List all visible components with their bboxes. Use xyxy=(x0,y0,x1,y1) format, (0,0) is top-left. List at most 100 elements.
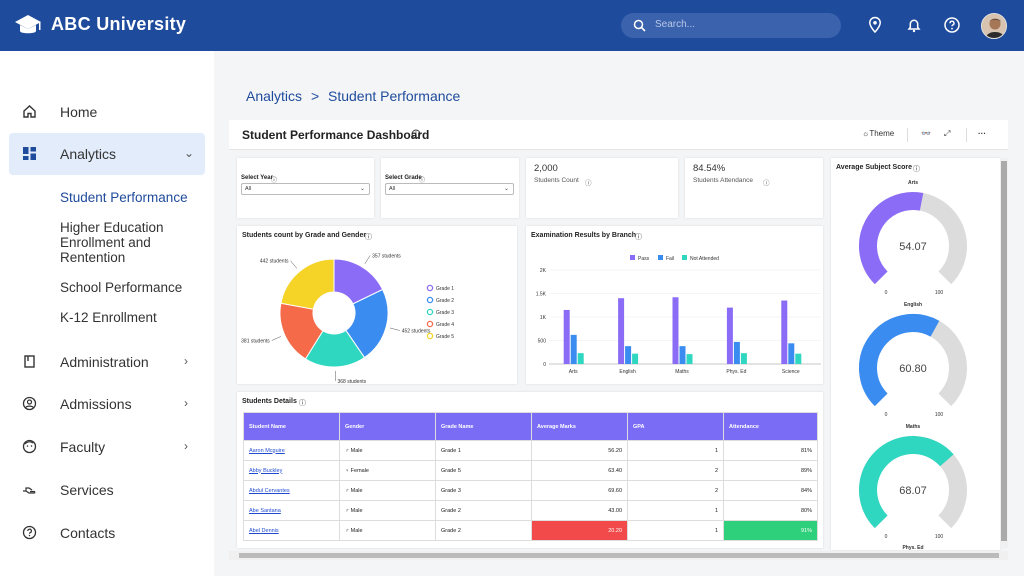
sidebar-item-admissions[interactable]: Admissions › xyxy=(0,383,214,425)
chevron-right-icon: › xyxy=(184,396,188,410)
male-icon: ♂ xyxy=(345,527,351,534)
student-name-link[interactable]: Abe Santana xyxy=(249,507,281,514)
attendance-cell: 91% xyxy=(723,520,818,541)
gender-cell: Male xyxy=(350,527,363,534)
breadcrumb-current: Student Performance xyxy=(328,88,461,104)
sidebar-item-administration[interactable]: Administration › xyxy=(0,341,214,383)
bar xyxy=(625,346,632,364)
pie-data-label: 357 students xyxy=(372,253,401,259)
gauge-title: English xyxy=(904,302,922,308)
help-icon[interactable] xyxy=(943,16,961,34)
sidebar-item-home[interactable]: Home xyxy=(0,91,214,133)
marks-cell: 69.60 xyxy=(531,480,628,501)
kpi-label: Students Attendance xyxy=(693,177,753,184)
glasses-icon[interactable]: 👓 xyxy=(921,129,931,138)
sidebar-item-services[interactable]: Services xyxy=(0,469,214,511)
app-header: ABC University Search... xyxy=(0,0,1024,51)
info-icon: ⓘ xyxy=(913,166,920,173)
vertical-scrollbar[interactable] xyxy=(1000,158,1008,548)
grade-select-value: All xyxy=(389,186,396,192)
bar xyxy=(788,343,795,364)
attendance-cell: 81% xyxy=(723,440,818,461)
more-options-button[interactable]: ··· xyxy=(978,129,986,138)
sun-icon: ☼ xyxy=(862,129,870,138)
graduation-cap-icon xyxy=(15,15,41,34)
marks-cell: 63.40 xyxy=(531,460,628,481)
student-name-link[interactable]: Abby Buckley xyxy=(249,467,283,474)
face-icon xyxy=(22,439,37,454)
gpa-cell: 2 xyxy=(627,460,724,481)
kpi-students-attendance: 84.54% Students Attendance ⓘ xyxy=(685,158,823,218)
column-header[interactable]: Average Marks xyxy=(531,412,628,441)
gpa-cell: 1 xyxy=(627,500,724,521)
gpa-cell: 1 xyxy=(627,440,724,461)
location-pin-icon[interactable] xyxy=(866,16,884,34)
column-header[interactable]: GPA xyxy=(627,412,724,441)
search-input[interactable]: Search... xyxy=(621,13,841,38)
legend-marker xyxy=(658,255,663,260)
sidebar-item-label: Administration xyxy=(60,354,149,370)
grade-select[interactable]: All ⌄ xyxy=(385,183,514,195)
column-header[interactable]: Attendance xyxy=(723,412,818,441)
gauge-min: 0 xyxy=(885,534,888,540)
sidebar-item-analytics[interactable]: Analytics ⌄ xyxy=(9,133,205,175)
subnav-school-performance[interactable]: School Performance xyxy=(60,280,183,295)
expand-icon[interactable]: ⤢ xyxy=(944,129,951,138)
pie-slice xyxy=(280,258,335,310)
subnav-k12-enrollment[interactable]: K-12 Enrollment xyxy=(60,310,157,325)
gauge-max: 100 xyxy=(935,534,944,540)
subnav-student-performance[interactable]: Student Performance xyxy=(60,190,188,205)
grade-cell: Grade 2 xyxy=(435,500,532,521)
legend-marker xyxy=(682,255,687,260)
theme-button[interactable]: ☼Theme xyxy=(862,129,894,138)
grade-cell: Grade 2 xyxy=(435,520,532,541)
column-header[interactable]: Gender xyxy=(339,412,436,441)
legend-label: Grade 4 xyxy=(436,322,454,328)
breadcrumb-separator: > xyxy=(311,88,320,104)
bell-icon[interactable] xyxy=(905,16,923,34)
year-select[interactable]: All ⌄ xyxy=(241,183,370,195)
marks-cell: 56.20 xyxy=(531,440,628,461)
bar xyxy=(679,346,686,364)
gender-cell: Male xyxy=(350,507,363,514)
bar xyxy=(577,353,584,364)
student-name-link[interactable]: Abdul Cervantes xyxy=(249,487,290,494)
bar xyxy=(672,297,679,364)
horizontal-scrollbar[interactable] xyxy=(229,551,1008,560)
hand-icon xyxy=(23,487,36,494)
pie-chart: 357 students 452 students 368 students 381 … xyxy=(241,253,454,384)
help-circle-icon xyxy=(22,525,37,540)
info-icon: ⓘ xyxy=(635,234,642,241)
gauge-value: 54.07 xyxy=(899,241,927,253)
book-icon xyxy=(24,355,35,368)
student-name-link[interactable]: Aaron Mcguire xyxy=(249,447,285,454)
sidebar-item-contacts[interactable]: Contacts xyxy=(0,512,214,554)
info-icon[interactable] xyxy=(411,129,421,139)
legend-label: Fail xyxy=(666,256,674,262)
subnav-higher-education[interactable]: Higher Education Enrollment and Rententi… xyxy=(60,220,164,265)
bar xyxy=(563,309,570,364)
dashboard-titlebar: Student Performance Dashboard ☼Theme 👓 ⤢… xyxy=(229,120,1008,150)
student-name-link[interactable]: Abel Dennis xyxy=(249,527,279,534)
bar-chart-card: Examination Results by Branch ⓘ 0 500 1K 1.… xyxy=(526,226,823,384)
column-header[interactable]: Student Name xyxy=(243,412,340,441)
students-details-card: Students Details ⓘ Student Name Gender G… xyxy=(237,392,823,548)
y-tick-label: 2K xyxy=(540,268,547,274)
info-icon: ⓘ xyxy=(763,180,770,187)
gauge-max: 100 xyxy=(935,412,944,418)
x-tick-label: Maths xyxy=(675,369,689,375)
legend-marker xyxy=(426,332,434,340)
column-header[interactable]: Grade Name xyxy=(435,412,532,441)
y-tick-label: 1K xyxy=(540,315,547,321)
marks-cell: 43.00 xyxy=(531,500,628,521)
attendance-cell: 89% xyxy=(723,460,818,481)
filter-grade-card: Select Grade ⓘ All ⌄ xyxy=(381,158,519,218)
breadcrumb-parent[interactable]: Analytics xyxy=(246,88,303,104)
gender-cell: Female xyxy=(350,467,369,474)
y-tick-label: 1.5K xyxy=(536,292,547,298)
sidebar-item-faculty[interactable]: Faculty › xyxy=(0,426,214,468)
leader-line xyxy=(389,327,400,331)
gauge-title: Phys. Ed xyxy=(902,545,923,550)
grade-cell: Grade 1 xyxy=(435,440,532,461)
user-avatar[interactable] xyxy=(981,13,1007,39)
